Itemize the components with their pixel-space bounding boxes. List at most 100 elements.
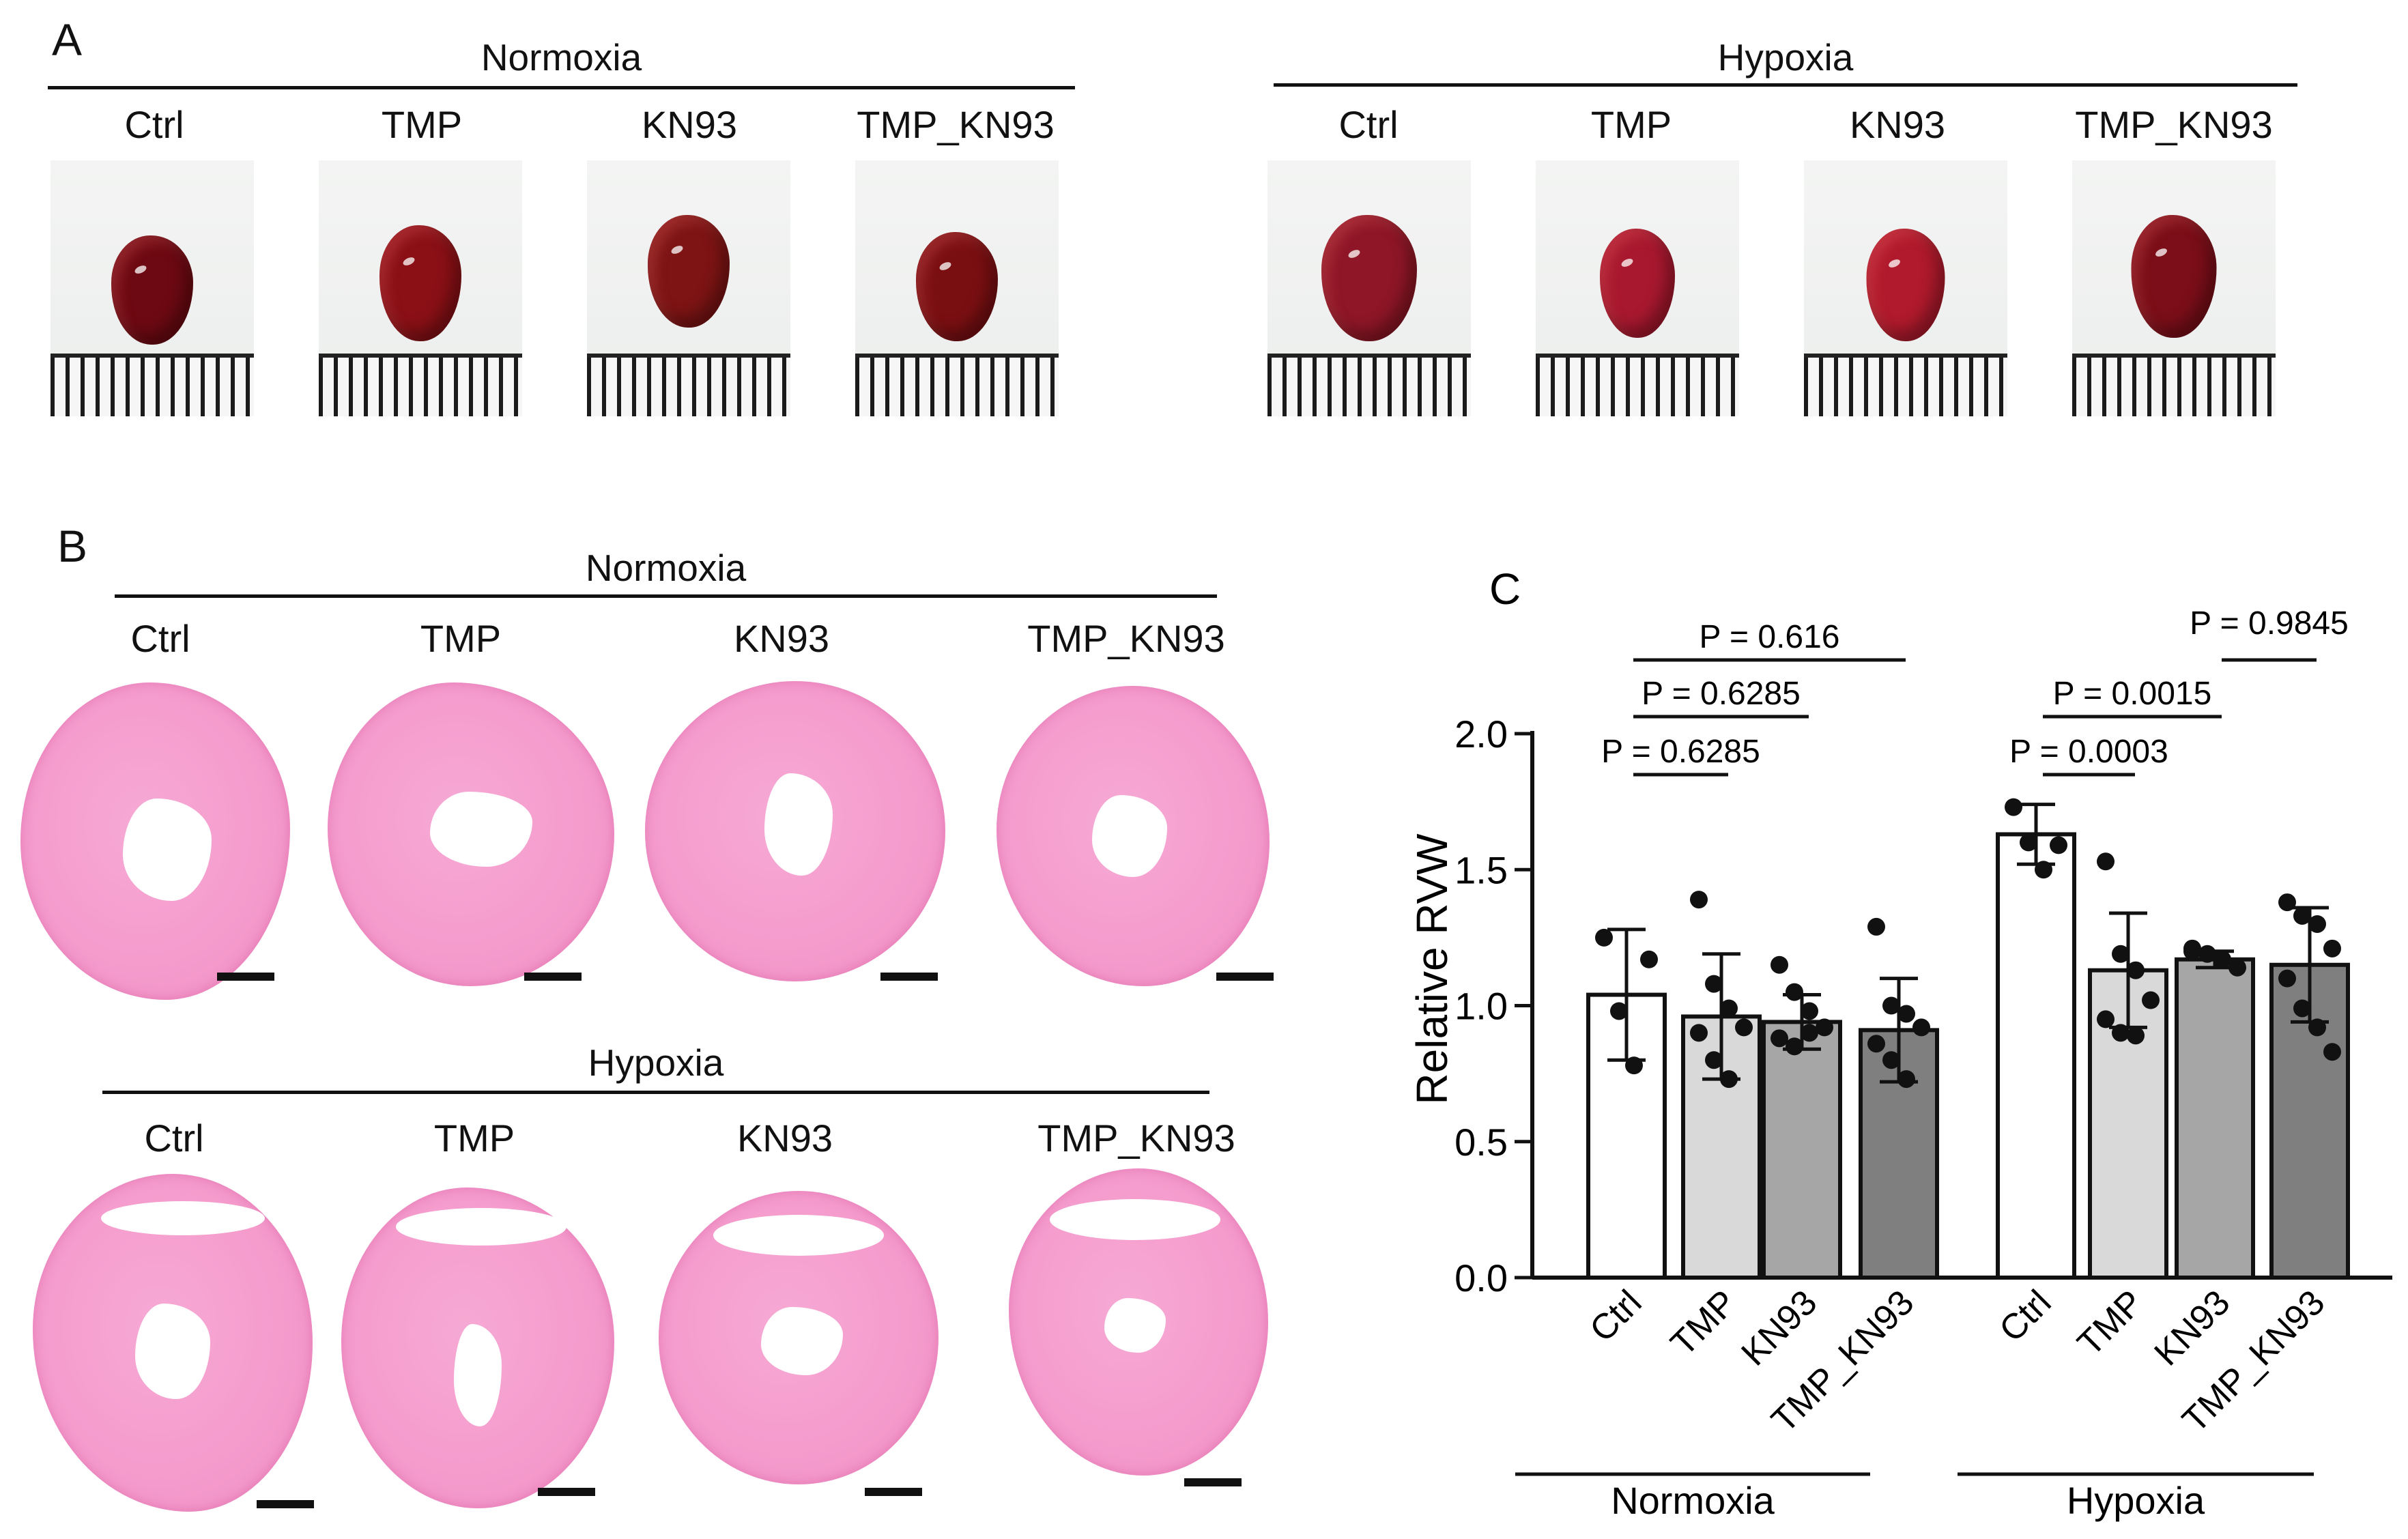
panel-b-hypoxia-label: TMP_KN93 xyxy=(1037,1117,1235,1160)
panel-a-normoxia-label: Ctrl xyxy=(124,103,184,146)
data-point xyxy=(2293,906,2311,925)
panel-a-hypoxia-label: KN93 xyxy=(1849,103,1946,146)
panel-b-normoxia-rule xyxy=(115,594,1217,598)
panel-a-normoxia-label: TMP_KN93 xyxy=(857,103,1055,146)
heart-photo xyxy=(2072,160,2276,416)
heart-image xyxy=(111,235,193,345)
panel-a-hypoxia-label: TMP_KN93 xyxy=(2075,103,2273,146)
heart-image xyxy=(648,215,730,328)
data-point xyxy=(2020,833,2037,852)
data-point xyxy=(2097,1010,2115,1029)
x-tick-label: Ctrl xyxy=(1582,1282,1649,1349)
panel-a-letter: A xyxy=(52,14,83,65)
histology-lumen xyxy=(123,799,212,901)
data-point xyxy=(1882,1051,1900,1069)
data-point xyxy=(2112,945,2130,963)
group-label: Hypoxia xyxy=(2067,1479,2205,1522)
data-point xyxy=(1720,1070,1738,1089)
data-point xyxy=(2308,1018,2326,1037)
data-point xyxy=(1771,955,1788,974)
scale-bar xyxy=(1184,1478,1242,1486)
bar xyxy=(1762,1020,1842,1280)
scale-bar xyxy=(1216,973,1274,981)
data-point xyxy=(1867,1035,1885,1053)
heart-image xyxy=(1600,229,1675,338)
bar xyxy=(1996,832,2076,1280)
data-point xyxy=(1786,1037,1803,1056)
data-point xyxy=(1705,1051,1723,1069)
data-point xyxy=(1625,1056,1643,1075)
x-tick-label: KN93 xyxy=(1734,1282,1824,1373)
p-value-label: P = 0.6285 xyxy=(1601,734,1760,770)
panel-a-normoxia-label: TMP xyxy=(381,103,463,146)
data-point xyxy=(1897,1070,1915,1089)
x-tick-label: TMP xyxy=(1663,1282,1745,1364)
data-point xyxy=(1801,1024,1818,1042)
p-value-label: P = 0.0003 xyxy=(2009,734,2168,770)
data-point xyxy=(2198,945,2216,963)
heart-photo xyxy=(319,160,522,416)
data-point xyxy=(1595,928,1613,947)
histology-section xyxy=(659,1191,938,1484)
data-point xyxy=(1867,917,1885,936)
ruler-image xyxy=(1536,354,1739,416)
panel-b-hypoxia-label: TMP xyxy=(433,1117,515,1160)
ruler-image xyxy=(319,354,522,416)
panel-c-letter: C xyxy=(1489,564,1521,614)
data-point xyxy=(2278,969,2296,988)
data-point xyxy=(1897,1005,1915,1023)
histology-lumen xyxy=(761,1307,843,1375)
heart-photo xyxy=(587,160,790,416)
data-point xyxy=(2228,958,2246,977)
panel-b-normoxia-label: TMP_KN93 xyxy=(1027,617,1225,660)
data-point xyxy=(2323,1043,2341,1061)
histology-lumen xyxy=(713,1215,884,1256)
panel-a-hypoxia-label: TMP xyxy=(1590,103,1672,146)
histology-lumen xyxy=(135,1304,210,1399)
ruler-image xyxy=(1267,354,1471,416)
ruler-image xyxy=(1804,354,2007,416)
heart-image xyxy=(1321,215,1417,341)
data-point xyxy=(1720,999,1738,1018)
data-point xyxy=(2308,915,2326,933)
data-point xyxy=(2097,852,2115,871)
data-point xyxy=(2183,942,2201,960)
scale-bar xyxy=(880,973,938,981)
ruler-image xyxy=(51,354,254,416)
histology-section xyxy=(341,1188,614,1508)
y-tick-label: 0.0 xyxy=(1454,1256,1508,1299)
data-point xyxy=(2112,1024,2130,1042)
panel-b-hypoxia-label: KN93 xyxy=(736,1117,833,1160)
data-point xyxy=(2278,893,2296,912)
histology-section xyxy=(20,682,290,1000)
panel-a-normoxia-rule xyxy=(48,86,1075,89)
heart-photo xyxy=(1804,160,2007,416)
data-point xyxy=(1912,1018,1930,1037)
panel-a-normoxia-label: KN93 xyxy=(641,103,738,146)
heart-image xyxy=(2131,215,2217,338)
heart-photo xyxy=(1536,160,1739,416)
panel-a-hypoxia-label: Ctrl xyxy=(1338,103,1399,146)
heart-photo xyxy=(1267,160,1471,416)
scale-bar xyxy=(217,973,274,981)
histology-section xyxy=(33,1174,313,1512)
p-value-label: P = 0.616 xyxy=(1700,619,1840,655)
data-point xyxy=(2323,939,2341,958)
data-point xyxy=(1640,950,1658,968)
data-point xyxy=(1816,1018,1833,1037)
data-point xyxy=(2127,961,2145,979)
histology-lumen xyxy=(1092,795,1167,877)
x-tick-label: TMP xyxy=(2070,1282,2151,1364)
data-point xyxy=(1735,1018,1753,1037)
panel-a-hypoxia-rule xyxy=(1274,83,2297,87)
bar xyxy=(1586,992,1667,1280)
panel-b-normoxia-label: TMP xyxy=(420,617,502,660)
scale-bar xyxy=(257,1500,314,1508)
data-point xyxy=(2035,861,2052,879)
x-tick-label: KN93 xyxy=(2147,1282,2237,1373)
histology-lumen xyxy=(764,773,833,876)
heart-image xyxy=(379,225,461,341)
p-value-label: P = 0.9845 xyxy=(2190,605,2349,642)
histology-lumen xyxy=(1104,1298,1166,1353)
